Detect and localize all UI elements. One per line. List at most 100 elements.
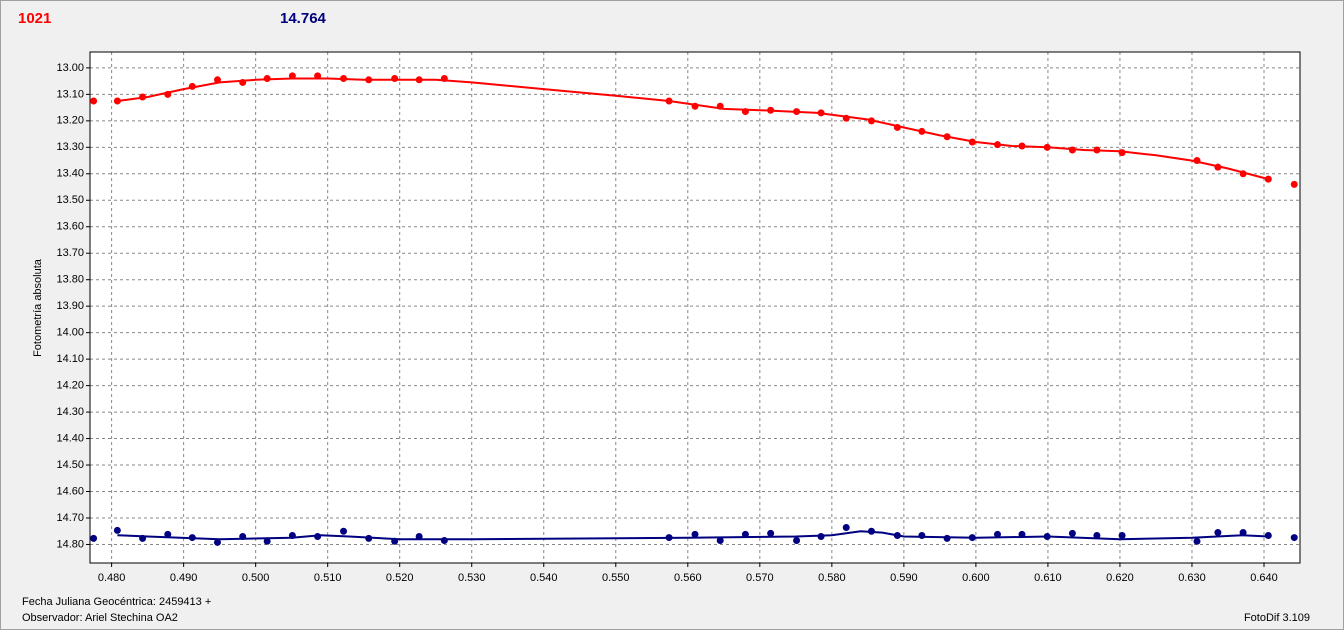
data-point [1043,143,1051,151]
y-axis-label: Fotometría absoluta [32,258,44,357]
footer-software: FotoDif 3.109 [1244,612,1310,624]
data-point [893,531,901,539]
x-tick-label: 0.490 [170,572,198,584]
plot-border [89,51,1301,564]
data-point [1214,163,1222,171]
y-tick-label: 13.10 [56,88,84,100]
data-point [113,526,121,534]
data-point [793,536,801,544]
data-point [1018,530,1026,538]
x-tick-label: 0.630 [1178,572,1206,584]
data-point [665,97,673,105]
y-tick-label: 14.80 [56,538,84,550]
data-point [817,109,825,117]
y-tick-label: 14.70 [56,512,84,524]
y-tick-label: 14.30 [56,406,84,418]
data-point [440,536,448,544]
data-point [90,97,98,105]
data-point [842,524,850,532]
x-tick-label: 0.520 [386,572,414,584]
header-right-value: 14.764 [280,10,327,27]
x-tick-label: 0.620 [1106,572,1134,584]
data-point [263,74,271,82]
data-point [213,76,221,84]
data-point [1193,157,1201,165]
y-tick-label: 13.70 [56,247,84,259]
x-tick-label: 0.580 [818,572,846,584]
data-point [943,534,951,542]
x-tick-label: 0.540 [530,572,558,584]
y-tick-label: 14.20 [56,380,84,392]
data-point [288,531,296,539]
data-point [239,533,247,541]
data-point [793,108,801,116]
data-point [440,74,448,82]
header-left-value: 1021 [18,10,51,27]
data-point [1264,531,1272,539]
x-tick-label: 0.530 [458,572,486,584]
x-tick-label: 0.610 [1034,572,1062,584]
data-point [139,93,147,101]
data-point [716,102,724,110]
data-point [90,534,98,542]
x-tick-label: 0.480 [98,572,126,584]
data-point [665,534,673,542]
data-point [139,534,147,542]
data-point [1193,537,1201,545]
data-point [340,74,348,82]
y-tick-label: 14.50 [56,459,84,471]
y-tick-label: 13.80 [56,274,84,286]
y-tick-label: 13.30 [56,141,84,153]
data-point [239,78,247,86]
data-point [893,123,901,131]
data-point [1239,170,1247,178]
data-point [1214,529,1222,537]
y-tick-label: 14.60 [56,485,84,497]
data-point [691,102,699,110]
y-tick-label: 13.20 [56,115,84,127]
data-point [314,72,322,80]
y-tick-label: 13.60 [56,221,84,233]
data-point [365,534,373,542]
x-tick-label: 0.510 [314,572,342,584]
data-point [113,97,121,105]
data-point [188,534,196,542]
data-point [263,537,271,545]
y-tick-label: 14.40 [56,432,84,444]
data-point [391,74,399,82]
x-tick-label: 0.590 [890,572,918,584]
data-point [943,133,951,141]
data-point [918,531,926,539]
x-tick-label: 0.640 [1250,572,1278,584]
y-tick-label: 13.00 [56,62,84,74]
x-tick-label: 0.570 [746,572,774,584]
data-point [1068,529,1076,537]
x-tick-label: 0.600 [962,572,990,584]
data-point [767,106,775,114]
y-tick-label: 14.00 [56,327,84,339]
data-point [213,538,221,546]
data-point [1018,142,1026,150]
data-point [968,138,976,146]
data-point [1239,529,1247,537]
data-point [842,114,850,122]
plot-area [90,52,1300,563]
data-point [1290,180,1298,188]
data-point [1093,146,1101,154]
data-point [1093,531,1101,539]
data-point [1068,146,1076,154]
data-point [968,534,976,542]
data-point [188,82,196,90]
data-point [340,527,348,535]
data-point [1118,149,1126,157]
data-point [391,537,399,545]
y-tick-label: 13.50 [56,194,84,206]
data-point [1043,533,1051,541]
data-point [994,141,1001,149]
footer-observer: Observador: Ariel Stechina OA2 [22,612,178,624]
x-tick-label: 0.500 [242,572,270,584]
data-point [691,530,699,538]
y-tick-label: 13.90 [56,300,84,312]
data-point [867,527,875,535]
